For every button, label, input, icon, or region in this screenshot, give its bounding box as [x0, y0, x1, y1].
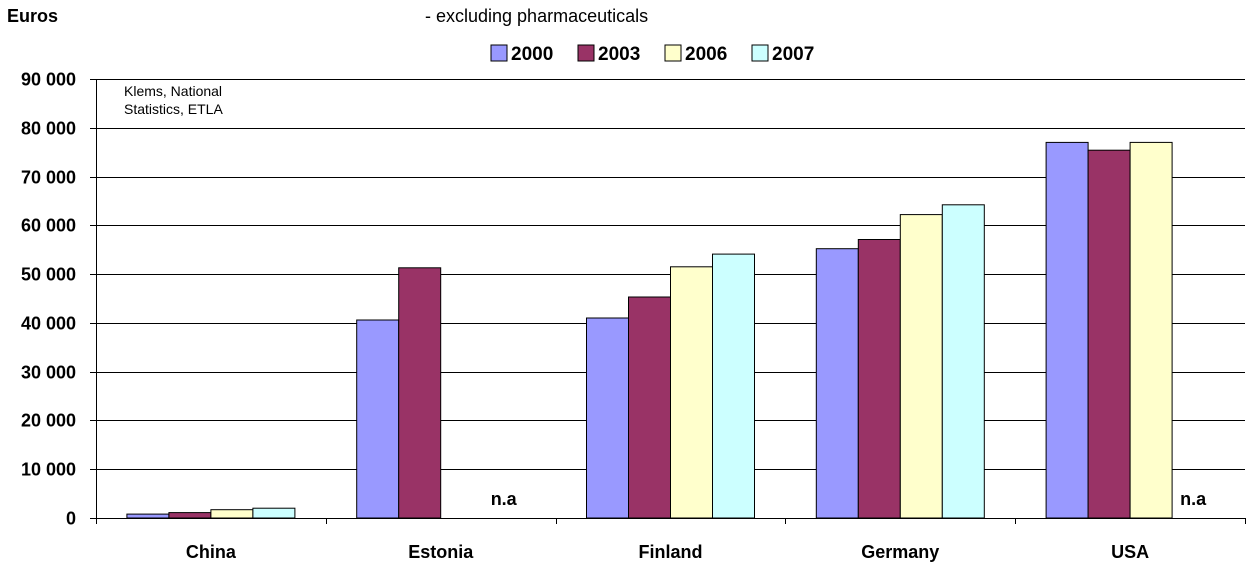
na-annotation: n.a	[491, 489, 518, 509]
x-category-label: Finland	[639, 542, 703, 562]
x-category-label: Estonia	[408, 542, 474, 562]
bar	[941, 204, 985, 519]
y-tick-label: 60 000	[21, 216, 76, 236]
bar	[586, 317, 629, 519]
bar	[1045, 141, 1089, 519]
bar	[356, 319, 400, 519]
na-annotation: n.a	[1180, 489, 1207, 509]
x-category-label: USA	[1111, 542, 1149, 562]
y-tick-label: 10 000	[21, 460, 76, 480]
legend-label: 2003	[598, 44, 640, 65]
x-category-label: Germany	[861, 542, 939, 562]
y-tick-label: 90 000	[21, 70, 76, 90]
legend-label: 2000	[511, 44, 553, 65]
y-tick-label: 20 000	[21, 411, 76, 431]
legend-swatch	[490, 44, 508, 62]
bar	[398, 267, 442, 519]
bar	[815, 248, 859, 519]
bar	[670, 266, 713, 519]
legend-swatch	[751, 44, 769, 62]
bar	[857, 239, 901, 519]
bar	[126, 513, 170, 519]
y-tick-label: 50 000	[21, 265, 76, 285]
y-tick-labels: 0 10 000 20 000 30 000 40 000 50 000 60 000 70 …	[21, 70, 76, 529]
bar	[1087, 149, 1131, 519]
chart-subtitle: - excluding pharmaceuticals	[425, 6, 648, 26]
axes	[90, 79, 1246, 524]
y-tick-label: 40 000	[21, 314, 76, 334]
y-tick-label: 0	[66, 509, 76, 529]
legend-label: 2007	[772, 44, 814, 65]
bar	[168, 512, 212, 519]
y-tick-label: 30 000	[21, 363, 76, 383]
x-category-label: China	[186, 542, 237, 562]
y-tick-label: 80 000	[21, 119, 76, 139]
bar	[252, 507, 296, 519]
bars	[126, 141, 1173, 519]
source-note-line-2: Statistics, ETLA	[124, 101, 223, 117]
bar	[899, 214, 943, 519]
source-note-line-1: Klems, National	[124, 83, 222, 99]
bar	[210, 509, 254, 519]
bar	[628, 296, 671, 519]
legend-swatch	[577, 44, 595, 62]
legend-swatch	[664, 44, 682, 62]
x-category-labels: China Estonia Finland Germany USA	[186, 542, 1149, 562]
y-tick-label: 70 000	[21, 168, 76, 188]
legend-label: 2006	[685, 44, 727, 65]
bar	[712, 253, 755, 519]
bar	[1129, 141, 1173, 519]
y-axis-title: Euros	[7, 6, 58, 26]
legend: 2000 2003 2006 2007	[490, 44, 814, 65]
annotations: n.a n.a	[491, 489, 1207, 509]
